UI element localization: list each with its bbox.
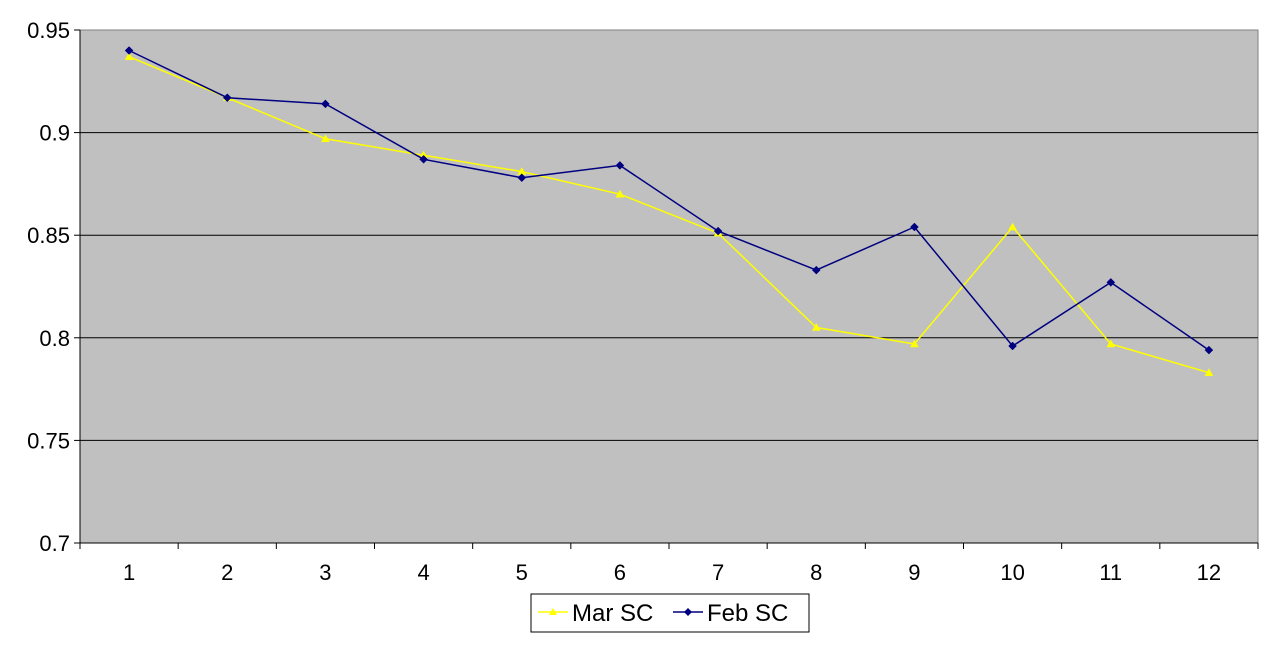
series-lines — [124, 46, 1214, 376]
y-tick-label: 0.95 — [27, 18, 70, 43]
point-mar-sc — [909, 339, 919, 348]
point-feb-sc — [615, 161, 625, 170]
x-tick-label: 4 — [417, 560, 429, 585]
point-mar-sc — [1106, 339, 1116, 348]
point-feb-sc — [1204, 345, 1214, 355]
point-feb-sc — [321, 99, 330, 109]
x-tick-label: 10 — [1000, 560, 1024, 585]
legend-marker-mar-sc — [549, 608, 557, 615]
point-mar-sc — [320, 134, 330, 143]
point-feb-sc — [222, 93, 232, 103]
x-tick-label: 8 — [810, 560, 822, 585]
x-tick-label: 11 — [1099, 560, 1122, 585]
legend-label-feb-sc: Feb SC — [707, 600, 788, 627]
y-tick-label: 0.8 — [39, 326, 70, 351]
point-mar-sc — [1204, 368, 1214, 376]
series-line-feb-sc — [128, 49, 1210, 351]
legend-box — [530, 593, 810, 633]
x-tick-label: 1 — [123, 560, 135, 585]
x-tick-label: 5 — [516, 560, 528, 585]
series-line-mar-sc — [128, 56, 1210, 374]
point-mar-sc — [1008, 222, 1018, 231]
gridlines — [80, 132, 1258, 441]
point-feb-sc — [1106, 278, 1116, 287]
legend: Mar SC Feb SC — [530, 593, 810, 633]
point-feb-sc — [713, 226, 723, 236]
legend-label-mar-sc: Mar SC — [572, 600, 653, 627]
point-mar-sc — [615, 189, 625, 198]
x-tick-label: 6 — [614, 560, 626, 585]
axes: 0.70.750.80.850.90.951 2 3 4 5 6 7 8 9 10 11 12 — [27, 18, 1259, 585]
point-feb-sc — [124, 46, 134, 55]
point-mar-sc — [124, 52, 134, 60]
plot-area — [79, 29, 1259, 544]
y-tick-label: 0.85 — [27, 223, 70, 248]
x-tick-label: 12 — [1197, 560, 1221, 585]
point-feb-sc — [419, 154, 428, 164]
y-tick-label: 0.9 — [39, 121, 70, 146]
y-tick-label: 0.7 — [39, 531, 70, 556]
point-feb-sc — [811, 265, 821, 275]
x-tick-label: 7 — [712, 560, 724, 585]
point-feb-sc — [910, 222, 919, 232]
point-feb-sc — [517, 173, 527, 183]
point-mar-sc — [811, 322, 821, 331]
point-feb-sc — [1008, 341, 1017, 351]
x-tick-label: 3 — [319, 560, 331, 585]
x-tick-label: 9 — [908, 560, 920, 585]
y-tick-label: 0.75 — [27, 428, 70, 453]
legend-marker-feb-sc — [684, 608, 692, 616]
x-tick-label: 2 — [221, 560, 233, 585]
